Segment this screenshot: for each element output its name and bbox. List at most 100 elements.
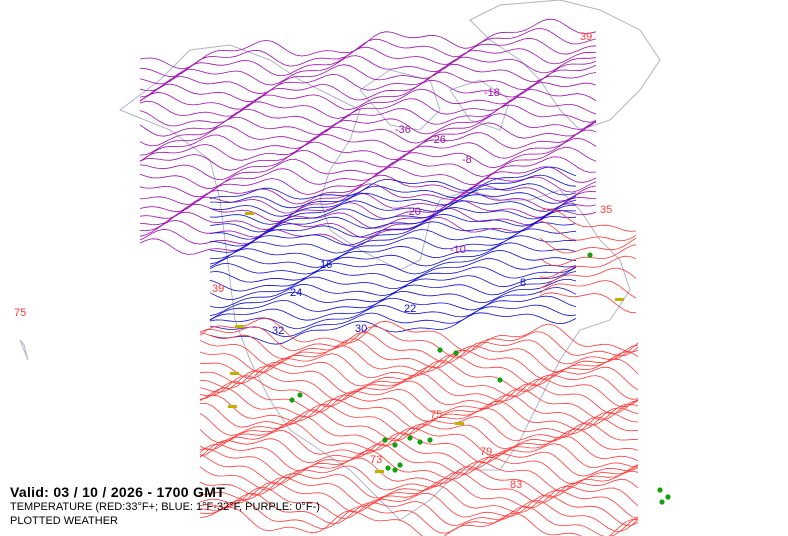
precipitation-symbol [427, 437, 433, 443]
warm-isotherm [199, 387, 639, 426]
contour-label: -10 [450, 244, 466, 256]
precipitation-symbol [392, 442, 398, 448]
cool-isotherm [209, 235, 577, 268]
cool-isotherm [209, 279, 577, 321]
warm-isotherm [539, 280, 637, 299]
contour-label: 35 [600, 204, 612, 216]
cool-isotherm [209, 199, 577, 233]
contour-label: 16 [320, 259, 332, 271]
warm-isotherm [199, 380, 639, 421]
cool-isotherm [209, 304, 577, 338]
cold-isotherm [139, 37, 597, 85]
contour-label: 22 [404, 303, 416, 315]
warm-isotherm [199, 443, 639, 477]
cold-isotherm [139, 89, 597, 137]
contour-label: -8 [462, 154, 472, 166]
contour-label: 39 [580, 31, 592, 43]
warm-isotherm [199, 486, 639, 526]
cool-isotherm [209, 210, 577, 247]
warm-isotherm [199, 481, 639, 520]
coastline [118, 44, 631, 521]
cool-isotherm [209, 266, 577, 309]
precipitation-symbol [659, 499, 665, 505]
warm-isotherm [539, 267, 637, 289]
coastline [19, 339, 29, 361]
precipitation-symbol [497, 377, 503, 383]
cold-isotherm [139, 18, 597, 70]
cool-isotherm [209, 266, 577, 301]
warm-isotherm [539, 208, 637, 232]
precipitation-symbol [382, 437, 388, 443]
warm-isotherm [199, 430, 639, 464]
cool-isotherm [209, 183, 577, 217]
coastline [359, 69, 441, 131]
cold-isotherm [139, 56, 597, 98]
contour-label: 73 [370, 454, 382, 466]
cool-isotherm [209, 250, 577, 283]
cool-isotherm [209, 204, 577, 240]
haze-symbol [245, 212, 254, 215]
cold-isotherm [139, 64, 597, 110]
precipitation-symbol [657, 487, 663, 493]
warm-isotherm [199, 448, 639, 485]
warm-isotherm [199, 325, 639, 359]
contour-label: 8 [520, 277, 526, 289]
warm-isotherm [199, 492, 639, 532]
haze-symbol [228, 405, 237, 408]
cold-isotherm [139, 121, 597, 171]
cold-isotherm [139, 129, 597, 181]
contour-label: -20 [405, 206, 421, 218]
cool-isotherm [209, 215, 577, 253]
cool-isotherm [209, 228, 577, 265]
precipitation-symbol [437, 347, 443, 353]
cool-isotherm [210, 174, 577, 209]
warm-isotherm [199, 353, 639, 387]
cold-isotherm [139, 72, 597, 117]
valid-time: Valid: 03 / 10 / 2026 - 1700 GMT [10, 484, 226, 500]
warm-isotherm [199, 506, 639, 536]
contour-label: 24 [290, 287, 302, 299]
cool-isotherm [209, 192, 577, 225]
cold-isotherm [139, 203, 597, 245]
warm-isotherm [199, 394, 639, 431]
warm-isotherm [199, 370, 639, 408]
cool-isotherm [209, 271, 577, 316]
weather-legend: PLOTTED WEATHER [10, 515, 118, 527]
contour-label: 75 [430, 409, 442, 421]
warm-isotherm [539, 292, 637, 313]
contour-label: -18 [484, 87, 500, 99]
cold-isotherm [139, 48, 597, 92]
cool-isotherm [209, 258, 577, 292]
cold-isotherm [139, 96, 597, 147]
haze-symbol [235, 325, 244, 328]
cold-isotherm [139, 119, 597, 163]
precipitation-symbol [392, 467, 398, 473]
warm-isotherm [199, 422, 639, 457]
cool-isotherm [209, 287, 577, 321]
haze-symbol [230, 372, 239, 375]
warm-isotherm [199, 331, 639, 365]
haze-symbol [455, 422, 464, 425]
contour-label: 39 [212, 283, 224, 295]
contour-label: -26 [430, 134, 446, 146]
warm-isotherm [199, 375, 639, 415]
contour-label: 79 [480, 446, 492, 458]
warm-isotherm [199, 437, 639, 470]
contour-label: 83 [510, 479, 522, 491]
warm-isotherm [539, 244, 637, 267]
precipitation-symbol [385, 465, 391, 471]
haze-symbol [375, 470, 384, 473]
cool-isotherm [209, 242, 577, 275]
warm-isotherm [199, 499, 639, 536]
cold-isotherm [139, 166, 597, 213]
cool-isotherm [209, 312, 577, 345]
warm-isotherm [199, 471, 639, 504]
warm-isotherm [199, 317, 639, 353]
cold-isotherm [139, 137, 597, 189]
warm-isotherm [199, 365, 639, 400]
warm-isotherm [539, 255, 637, 279]
contour-label: -36 [395, 124, 411, 136]
precipitation-symbol [587, 252, 593, 258]
